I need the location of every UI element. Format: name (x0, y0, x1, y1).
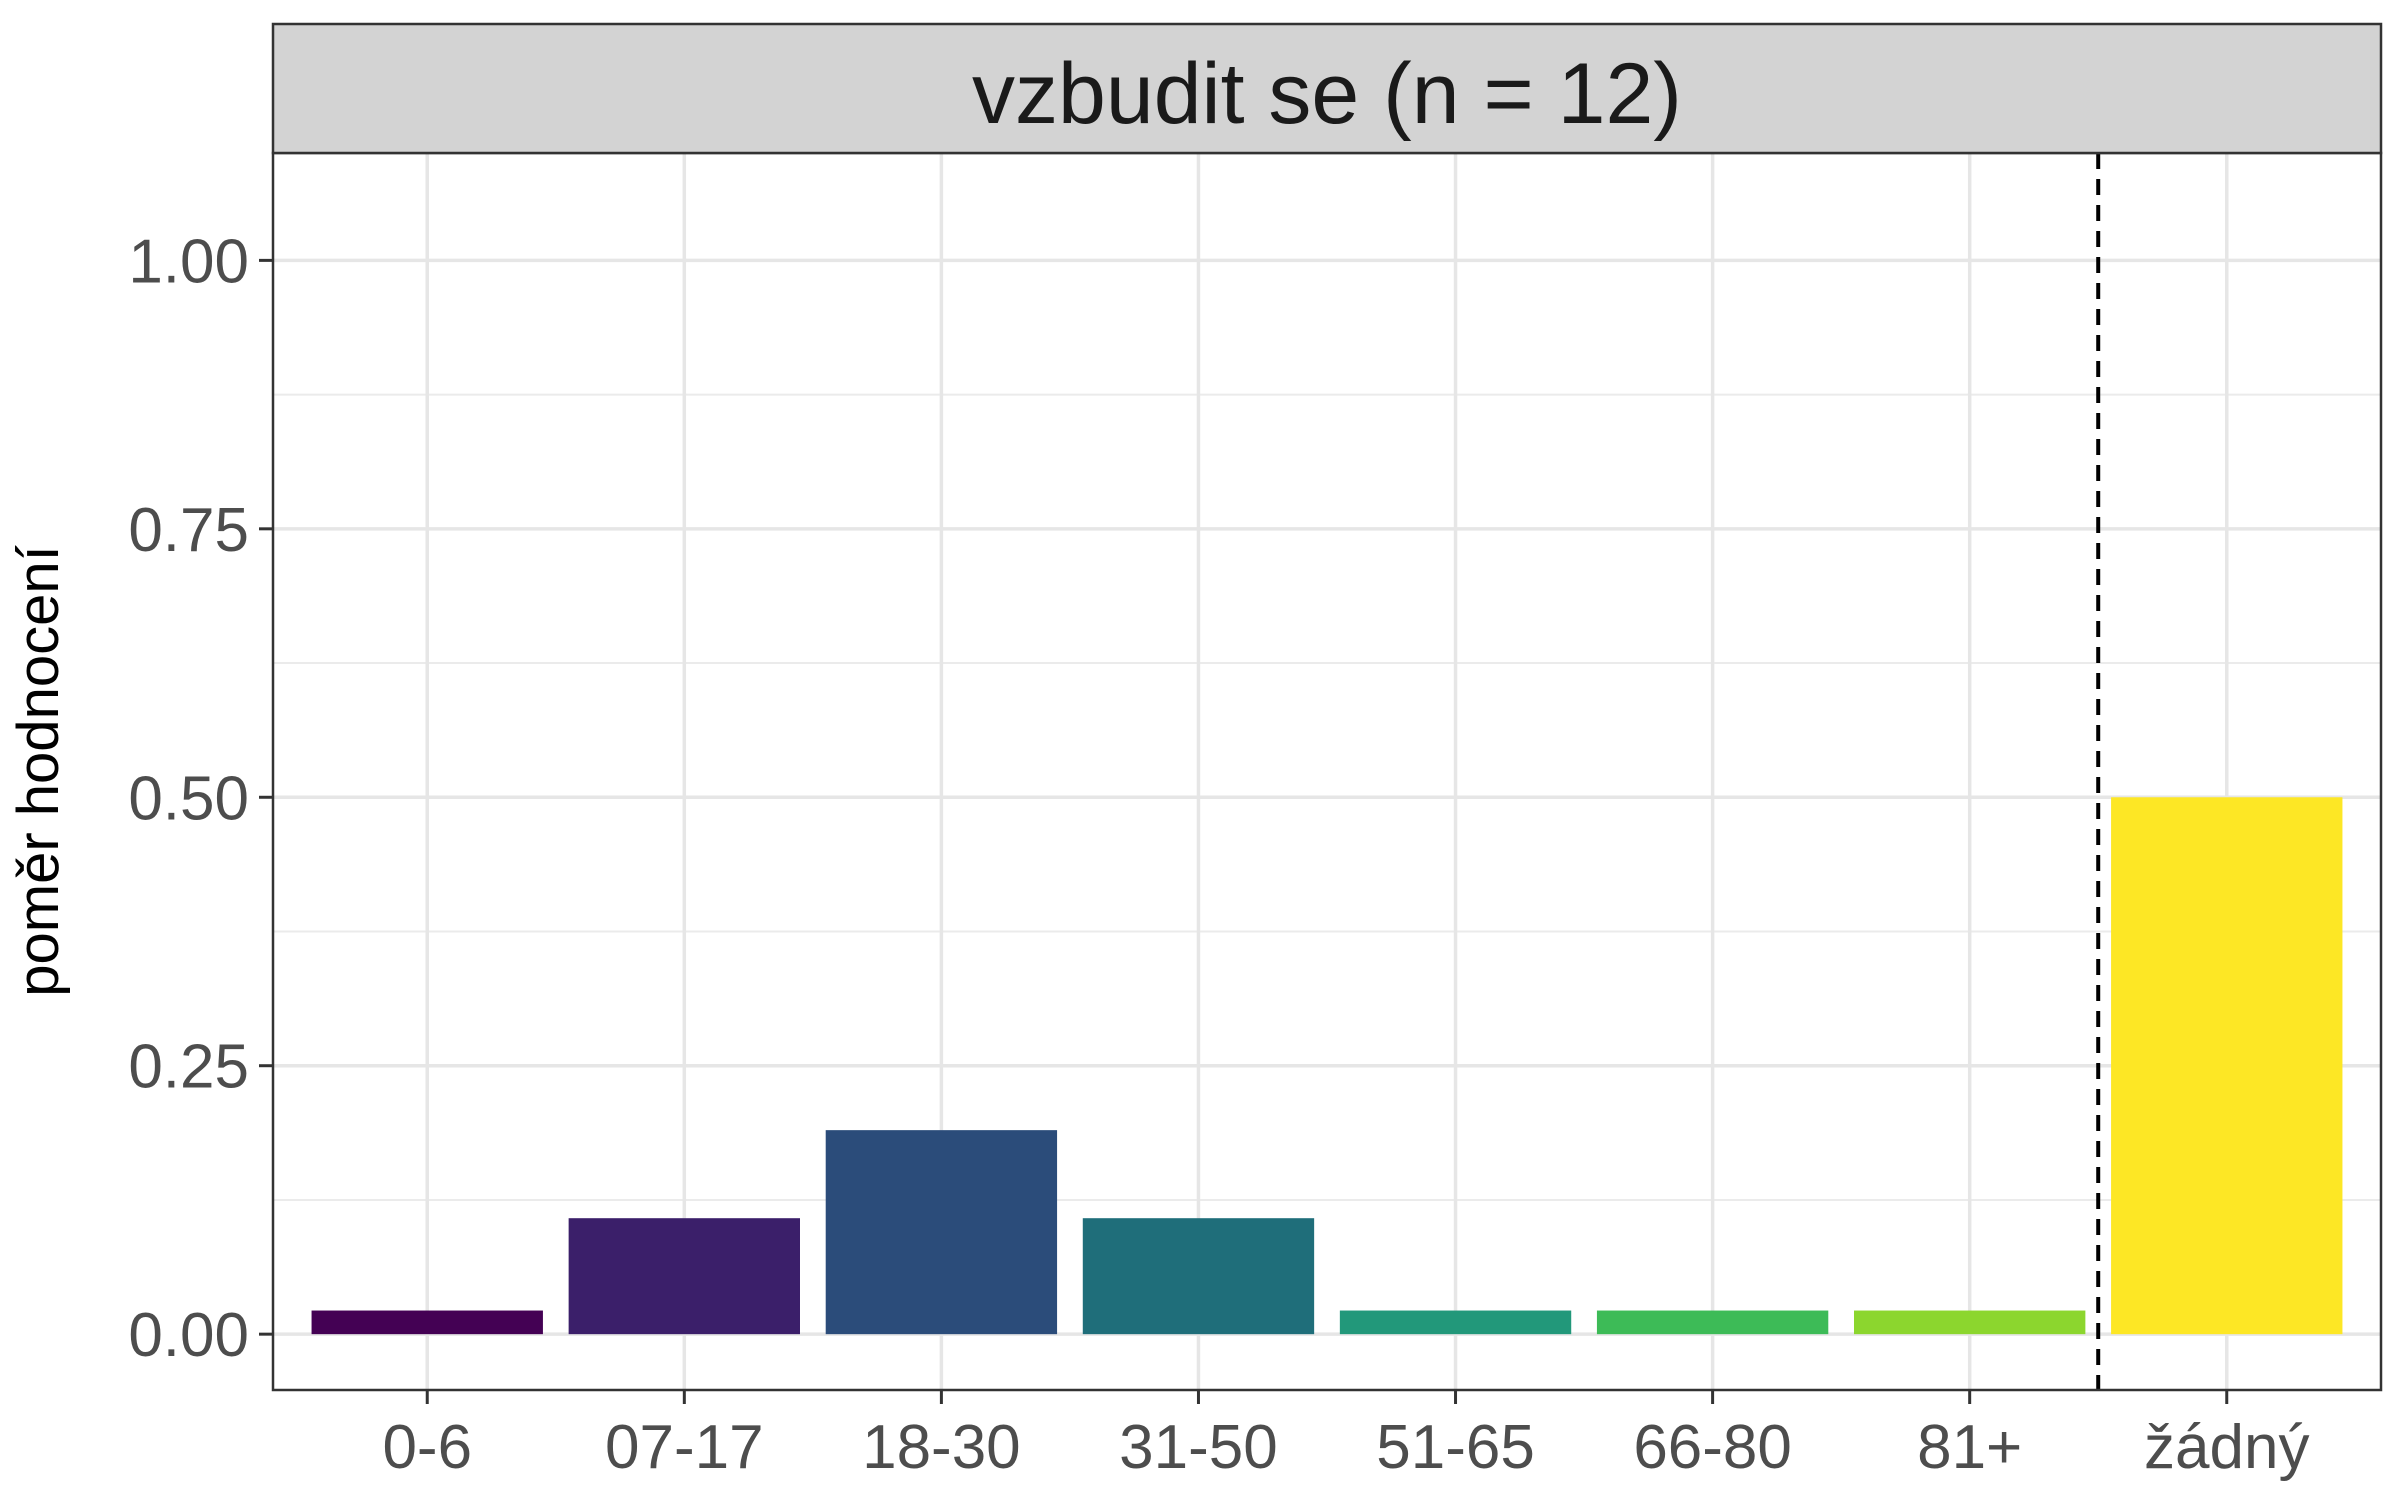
x-tick-label: 07-17 (605, 1413, 764, 1482)
bar-18-30 (825, 1130, 1058, 1335)
x-tick-label: 51-65 (1376, 1413, 1535, 1482)
y-tick-label: 0.00 (128, 1301, 249, 1370)
bars (311, 797, 2343, 1335)
bar-0-6 (311, 1310, 543, 1335)
bar-51-65 (1339, 1310, 1572, 1335)
x-tick-label: 18-30 (862, 1413, 1021, 1482)
bar-81+ (1854, 1310, 2086, 1335)
grid-lines (273, 153, 2381, 1390)
y-tick-label: 0.75 (128, 496, 249, 565)
x-tick-label: 0-6 (382, 1413, 472, 1482)
x-tick-label: 31-50 (1119, 1413, 1278, 1482)
x-tick-label: žádný (2144, 1413, 2309, 1482)
facet-strip (271, 22, 2383, 155)
bar-66-80 (1596, 1310, 1829, 1335)
y-tick-label: 0.25 (128, 1033, 249, 1102)
x-axis: 0-6 07-17 18-30 31-50 51-65 66-80 81+ žádný (382, 1390, 2309, 1482)
y-tick-label: 1.00 (128, 227, 249, 296)
facet-title: vzbudit se (n = 12) (972, 46, 1682, 142)
bar-žádný (2111, 797, 2343, 1335)
bar-07-17 (568, 1218, 800, 1335)
x-tick-label: 81+ (1917, 1413, 2022, 1482)
y-axis: 0.00 0.25 0.50 0.75 1.00 (128, 227, 273, 1370)
plot-panel (273, 153, 2381, 1390)
y-axis-label: poměr hodnocení (6, 545, 71, 996)
bar-31-50 (1082, 1218, 1315, 1335)
x-tick-label: 66-80 (1633, 1413, 1792, 1482)
y-tick-label: 0.50 (128, 764, 249, 833)
